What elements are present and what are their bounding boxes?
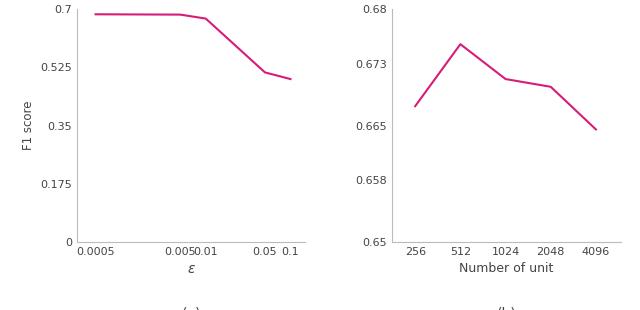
X-axis label: Number of unit: Number of unit: [460, 262, 554, 275]
Y-axis label: F1 score: F1 score: [22, 101, 35, 150]
Text: (a): (a): [181, 307, 201, 310]
X-axis label: $\epsilon$: $\epsilon$: [187, 262, 196, 276]
Text: (b): (b): [497, 307, 516, 310]
